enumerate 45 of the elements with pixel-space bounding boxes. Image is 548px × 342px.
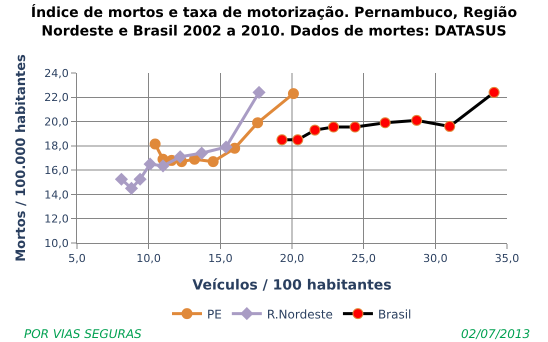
legend-label: Brasil <box>378 307 412 322</box>
text: POR VIAS SEGURAS <box>24 327 142 341</box>
point <box>488 86 500 98</box>
point <box>444 120 456 132</box>
point <box>411 114 422 126</box>
y-tick-label: 22,0 <box>44 91 69 104</box>
point <box>125 182 138 195</box>
point <box>252 117 264 128</box>
x-tick-label: 5,0 <box>68 252 86 266</box>
point <box>276 134 288 146</box>
text: 02/07/2013 <box>461 327 530 341</box>
x-tick-label: 20,0 <box>280 252 304 266</box>
point <box>144 158 156 170</box>
point <box>252 86 266 99</box>
point <box>174 150 187 164</box>
point <box>134 172 146 186</box>
point <box>292 134 304 146</box>
point <box>156 160 170 172</box>
y-tick-label: 14,0 <box>44 188 69 202</box>
x-tick-label: 30,0 <box>423 252 448 266</box>
point <box>208 156 219 168</box>
y-tick-label: 12,0 <box>44 212 69 226</box>
y-tick-label: 24,0 <box>44 66 69 80</box>
x-tick-label: 25,0 <box>351 252 376 266</box>
chart-title: Índice de mortos e taxa de motorização. Pernambuco, Região Nordeste e Brasil 2002 a 2010. Dados de mortes: DATASUS <box>30 4 518 40</box>
y-tick-label: 10,0 <box>44 236 69 250</box>
x-axis-title: Veículos / 100 habitantes <box>192 278 392 294</box>
x-tick-label: 35,0 <box>494 252 520 266</box>
point <box>328 122 340 133</box>
y-tick-label: 18,0 <box>44 140 69 153</box>
x-tick-label: 15,0 <box>208 252 233 266</box>
point <box>309 124 320 136</box>
point <box>115 172 128 186</box>
legend-label: PE <box>207 307 222 322</box>
y-tick-label: 16,0 <box>44 164 69 177</box>
point <box>150 138 161 150</box>
x-tick-label: 10,0 <box>136 252 161 266</box>
point <box>220 140 232 154</box>
point <box>380 117 391 128</box>
point <box>350 122 361 133</box>
y-axis-title: Mortos / 100.000 habitantes <box>14 54 30 262</box>
point <box>195 146 208 160</box>
legend-label: R.Nordeste <box>266 307 333 322</box>
point <box>288 88 299 100</box>
y-tick-label: 20,0 <box>44 115 69 128</box>
